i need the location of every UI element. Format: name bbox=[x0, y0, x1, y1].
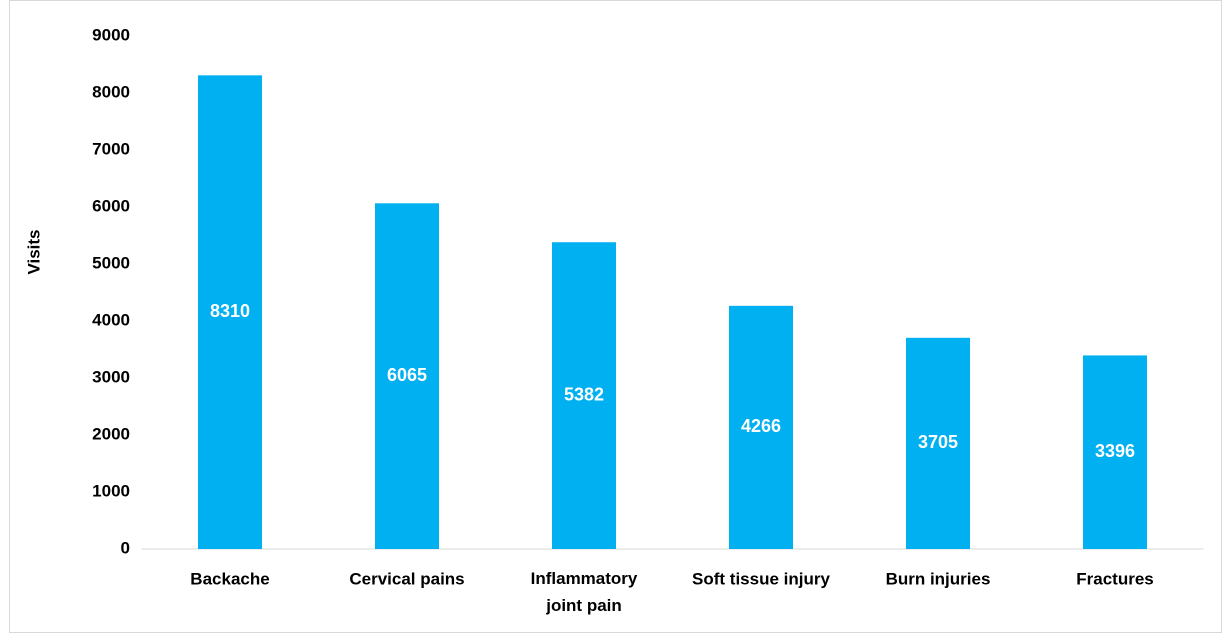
value-label: 5382 bbox=[564, 384, 604, 404]
x-tick-label: Inflammatory joint pain bbox=[531, 569, 638, 615]
x-tick-label: Burn injuries bbox=[886, 569, 991, 588]
bar bbox=[729, 305, 793, 549]
value-label: 3396 bbox=[1095, 441, 1135, 461]
bar bbox=[375, 203, 439, 550]
y-tick-label: 5000 bbox=[92, 253, 130, 272]
x-tick-label: Soft tissue injury bbox=[692, 569, 830, 588]
y-tick-label: 0 bbox=[121, 538, 130, 557]
bar bbox=[1083, 355, 1147, 549]
x-tick-label: Cervical pains bbox=[349, 569, 464, 588]
x-tick-label: Backache bbox=[190, 569, 269, 588]
bar bbox=[552, 242, 616, 549]
y-tick-label: 3000 bbox=[92, 367, 130, 386]
y-tick-label: 7000 bbox=[92, 139, 130, 158]
y-tick-label: 9000 bbox=[92, 25, 130, 44]
y-axis-title: Visits bbox=[24, 229, 43, 274]
x-tick-label: Fractures bbox=[1076, 569, 1153, 588]
bar bbox=[906, 337, 970, 549]
y-tick-label: 1000 bbox=[92, 481, 130, 500]
value-label: 4266 bbox=[741, 416, 781, 436]
y-tick-label: 6000 bbox=[92, 196, 130, 215]
y-tick-label: 8000 bbox=[92, 82, 130, 101]
value-label: 3705 bbox=[918, 432, 958, 452]
bar bbox=[198, 75, 262, 549]
y-tick-label: 4000 bbox=[92, 310, 130, 329]
value-label: 8310 bbox=[210, 301, 250, 321]
y-tick-label: 2000 bbox=[92, 424, 130, 443]
value-label: 6065 bbox=[387, 365, 427, 385]
